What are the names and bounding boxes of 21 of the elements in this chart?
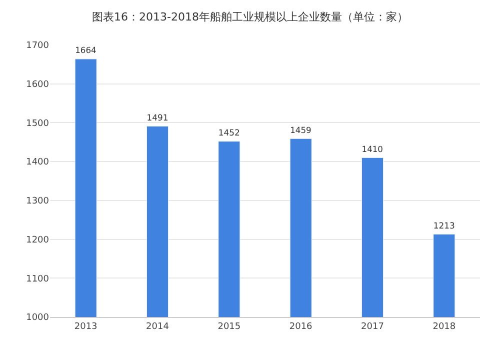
data-label: 1664 (75, 45, 96, 56)
y-tick-label: 1500 (26, 118, 50, 129)
y-tick-label: 1200 (26, 235, 50, 246)
data-label: 1459 (290, 124, 312, 135)
y-tick-label: 1100 (26, 274, 50, 284)
x-tick-label: 2013 (74, 322, 98, 332)
y-tick-label: 1700 (26, 41, 50, 52)
data-label: 1213 (433, 220, 455, 230)
x-tick-label: 2015 (218, 322, 241, 332)
x-tick-label: 2016 (289, 322, 313, 332)
data-label: 1452 (218, 128, 240, 138)
chart-title: 图表16：2013-2018年船舶工业规模以上企业数量（单位：家） (92, 10, 408, 24)
y-tick-label: 1400 (26, 158, 50, 168)
data-label: 1410 (362, 144, 383, 154)
x-tick-label: 2017 (361, 322, 384, 332)
y-tick-label: 1300 (26, 196, 50, 207)
data-label: 1491 (146, 112, 168, 122)
x-tick-label: 2014 (146, 322, 170, 332)
x-tick-label: 2018 (432, 322, 456, 332)
y-tick-label: 1600 (26, 80, 50, 90)
y-tick-label: 1000 (26, 313, 50, 324)
